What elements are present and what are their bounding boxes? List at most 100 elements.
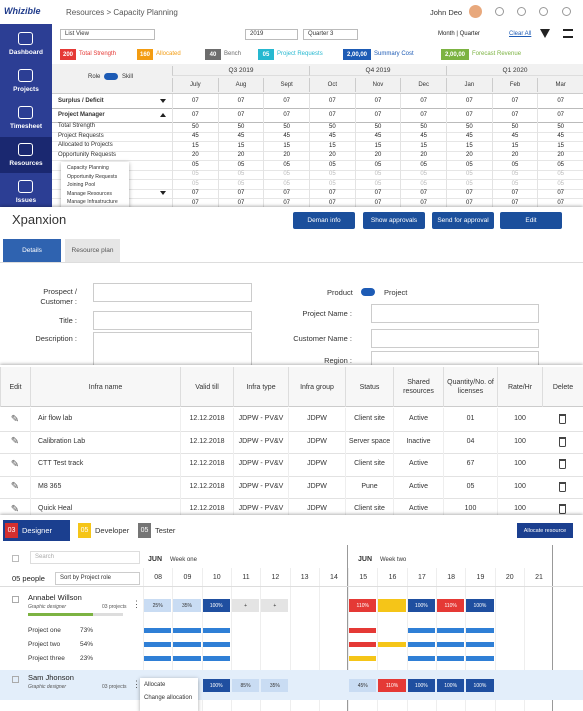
tab-label[interactable]: Tester — [155, 526, 176, 535]
day-column — [494, 586, 496, 711]
allocation-cell[interactable]: 45% — [349, 679, 377, 692]
allocation-cell[interactable]: 35% — [173, 599, 201, 612]
context-item[interactable]: Change allocation — [144, 695, 193, 701]
role-toggle[interactable] — [104, 73, 118, 80]
nav-item[interactable]: Timesheet — [0, 100, 52, 136]
period-toggle[interactable]: Month | Quarter — [438, 31, 480, 37]
summary-value: 2,00,00 — [441, 49, 469, 60]
day-column — [260, 586, 262, 711]
delete-icon[interactable] — [559, 481, 566, 492]
edit-icon[interactable]: ✎ — [10, 413, 20, 425]
edit-icon[interactable]: ✎ — [10, 458, 20, 470]
allocation-cell[interactable]: 85% — [231, 679, 260, 692]
delete-icon[interactable] — [559, 459, 566, 469]
clear-all[interactable]: Clear All — [509, 31, 532, 37]
day-column — [230, 586, 232, 711]
delete-icon[interactable] — [559, 436, 566, 447]
row-caret[interactable] — [160, 191, 166, 196]
input[interactable] — [371, 329, 539, 348]
allocation-cell[interactable] — [378, 599, 406, 612]
more-icon[interactable] — [563, 29, 573, 38]
delete-icon[interactable] — [559, 414, 566, 424]
cell-value: 50 — [309, 122, 355, 132]
quarter-select[interactable]: Quarter 3 — [303, 29, 358, 40]
menu-item[interactable]: Capacity Planning — [67, 165, 109, 171]
menu-item[interactable]: Joining Pool — [67, 182, 96, 188]
allocation-cell[interactable]: 25% — [144, 599, 172, 612]
edit-icon[interactable]: ✎ — [10, 503, 20, 515]
allocation-cell[interactable]: 35% — [261, 679, 289, 692]
action-button[interactable]: Edit — [500, 212, 562, 229]
view-select[interactable]: List View — [60, 29, 155, 40]
allocation-cell[interactable]: + — [261, 599, 289, 612]
input[interactable] — [93, 311, 252, 330]
header-icon[interactable] — [517, 7, 526, 16]
checkbox[interactable] — [12, 555, 19, 562]
allocation-cell[interactable]: 110% — [437, 599, 465, 612]
nav-item[interactable]: Dashboard — [0, 26, 52, 62]
year-select[interactable]: 2019 — [245, 29, 298, 40]
tab-bg[interactable] — [3, 520, 70, 541]
allocation-cell[interactable]: 100% — [437, 679, 465, 692]
day-label: 13 — [289, 568, 319, 586]
tab[interactable]: Details — [3, 239, 61, 262]
nav-item[interactable]: Resources — [0, 137, 52, 173]
person-projects: 03 projects — [102, 604, 127, 610]
person-name: Sam Jhonson — [28, 673, 74, 682]
cell-value: 07 — [537, 108, 583, 122]
cell-value: 20 — [309, 150, 355, 160]
allocation-cell[interactable]: 100% — [202, 599, 230, 612]
cell-value: 50 — [491, 122, 538, 132]
action-button[interactable]: Deman info — [293, 212, 355, 229]
project-bar — [202, 642, 230, 647]
header-icon[interactable] — [539, 7, 548, 16]
edit-icon[interactable]: ✎ — [10, 481, 20, 493]
allocation-cell[interactable]: 110% — [349, 599, 377, 612]
allocation-cell[interactable]: + — [231, 599, 260, 612]
allocation-cell[interactable]: 100% — [466, 679, 494, 692]
allocation-cell[interactable]: 100% — [202, 679, 230, 692]
row-caret[interactable] — [160, 99, 166, 103]
tab-count[interactable]: 05 — [78, 523, 91, 538]
context-item[interactable]: Allocate — [144, 682, 166, 688]
menu-item[interactable]: Opportunity Requests — [67, 173, 118, 180]
cell-value: 45 — [217, 131, 264, 141]
cell-value: 05 — [309, 169, 355, 179]
checkbox[interactable] — [12, 596, 19, 603]
tab-label[interactable]: Developer — [95, 526, 130, 535]
filter-icon[interactable] — [540, 29, 550, 38]
edit-icon[interactable]: ✎ — [10, 436, 20, 448]
kebab[interactable]: ⋮ — [132, 599, 141, 609]
search-input[interactable]: Search — [30, 551, 140, 564]
allocation-cell[interactable]: 100% — [466, 599, 494, 612]
checkbox[interactable] — [12, 676, 19, 683]
tab-count[interactable]: 05 — [138, 523, 151, 538]
allocate-button[interactable]: Allocate resource — [517, 523, 573, 538]
action-button[interactable]: Show approvals — [363, 212, 425, 229]
nav-item[interactable]: Projects — [0, 63, 52, 99]
tab[interactable]: Resource plan — [65, 239, 120, 262]
tab-label[interactable]: Designer — [22, 526, 53, 535]
type-toggle[interactable] — [361, 288, 375, 296]
menu-item[interactable]: Manage Infrastructure — [67, 199, 118, 205]
header-icon[interactable] — [495, 7, 504, 16]
kebab[interactable]: ⋮ — [132, 679, 141, 689]
project-label: Project — [384, 288, 408, 297]
input[interactable] — [93, 283, 252, 302]
header-icon[interactable] — [562, 7, 571, 16]
action-button[interactable]: Send for approval — [432, 212, 494, 229]
allocation-cell[interactable]: 110% — [378, 679, 406, 692]
people-count: 05 people — [12, 574, 45, 583]
delete-icon[interactable] — [559, 504, 566, 514]
allocation-cell[interactable]: 100% — [407, 679, 435, 692]
tab-count[interactable]: 03 — [5, 523, 18, 538]
input[interactable] — [371, 304, 539, 323]
allocation-cell[interactable]: 100% — [407, 599, 435, 612]
nav-label: Projects — [13, 86, 39, 93]
field-label: Description : — [35, 334, 77, 343]
row-caret[interactable] — [160, 113, 166, 117]
menu-item[interactable]: Manage Resources — [67, 190, 112, 197]
cell-value: 05 — [354, 169, 401, 179]
nav-item[interactable]: Issues — [0, 174, 52, 210]
sort-select[interactable]: Sort by Project role — [55, 572, 140, 585]
